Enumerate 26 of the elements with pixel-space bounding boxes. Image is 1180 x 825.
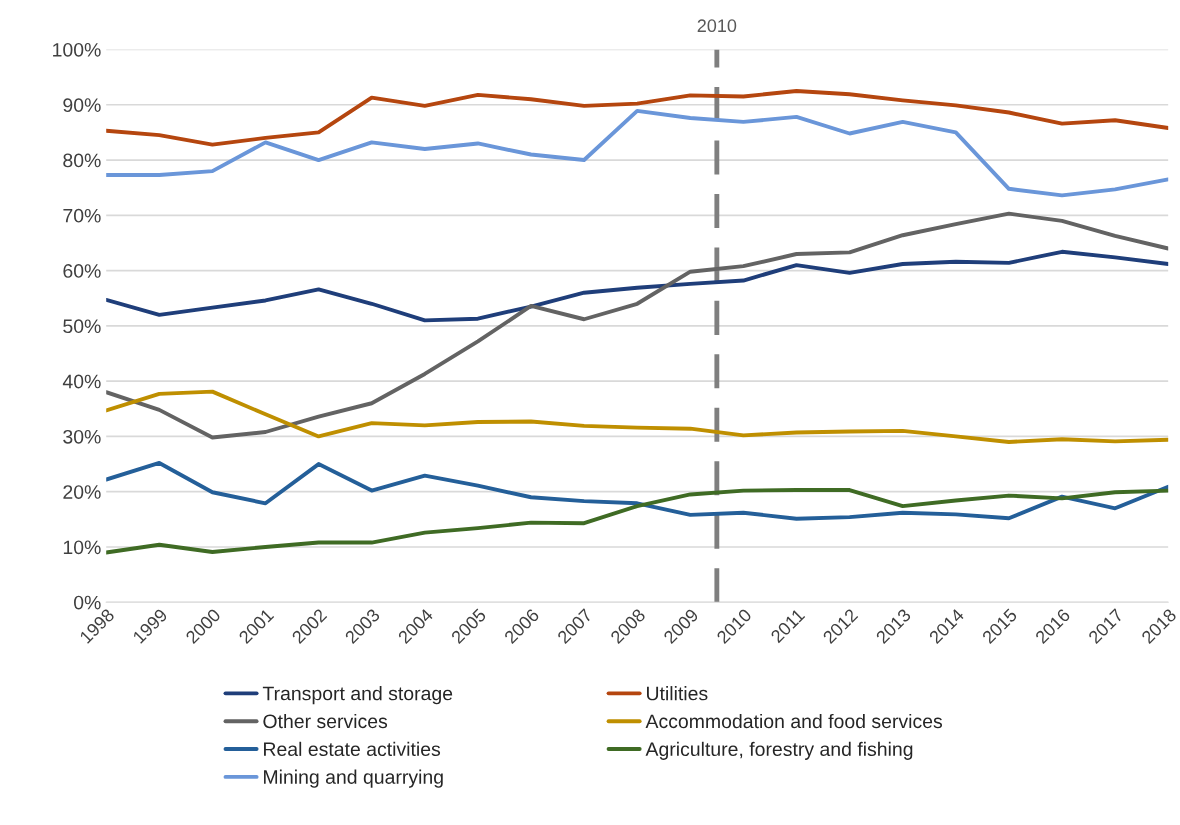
y-tick-label: 30%	[63, 429, 101, 444]
y-tick-label: 60%	[63, 264, 101, 278]
legend-label: Real estate activities	[264, 741, 441, 757]
legend-label: Agriculture, forestry and fishing	[645, 741, 913, 760]
ref-line-label: 2010	[697, 19, 737, 33]
y-tick-label: 10%	[63, 540, 101, 555]
y-tick-label: 80%	[63, 153, 101, 168]
y-tick-label: 70%	[63, 208, 101, 223]
y-tick-label: 0%	[74, 595, 101, 610]
legend-label: Transport and storage	[262, 686, 453, 705]
y-tick-label: 100%	[53, 42, 101, 57]
y-tick-label: 40%	[62, 374, 101, 389]
legend-label: Other services	[263, 713, 388, 729]
legend-label: Utilities	[647, 686, 708, 701]
legend-label: Mining and quarrying	[264, 769, 443, 788]
line-series	[106, 249, 1169, 323]
line-series	[106, 488, 1169, 555]
y-tick-label: 90%	[63, 98, 101, 113]
y-tick-label: 20%	[63, 485, 101, 499]
line-series	[106, 389, 1169, 444]
y-tick-label: 50%	[63, 319, 101, 334]
line-series	[106, 89, 1169, 147]
line-series	[106, 108, 1169, 198]
line-series	[106, 461, 1169, 521]
legend-label: Accommodation and food services	[645, 713, 943, 729]
line-series	[106, 211, 1169, 440]
